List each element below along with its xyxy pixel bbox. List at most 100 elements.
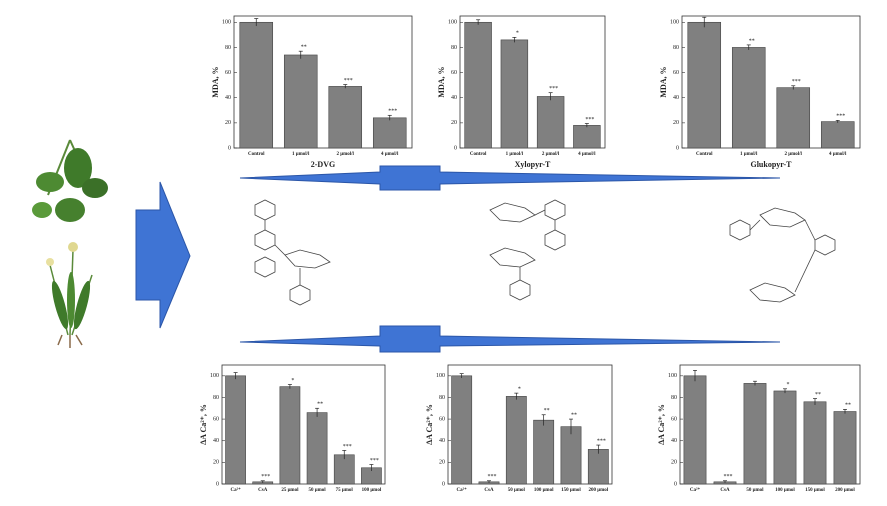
x-tick-label: 4 μmol/l bbox=[381, 152, 399, 157]
bar bbox=[834, 412, 856, 484]
y-tick-label: 40 bbox=[225, 95, 231, 101]
x-tick-label: 50 μmol bbox=[746, 488, 764, 493]
bar bbox=[688, 22, 721, 148]
y-axis-label: MDA, % bbox=[659, 66, 668, 97]
x-tick-label: 25 μmol bbox=[281, 488, 299, 493]
y-tick-label: 60 bbox=[439, 416, 445, 422]
y-tick-label: 40 bbox=[439, 438, 445, 444]
down-arrow bbox=[240, 326, 780, 352]
significance-label: *** bbox=[388, 109, 397, 115]
y-tick-label: 100 bbox=[436, 373, 445, 379]
x-tick-label: Control bbox=[470, 152, 487, 157]
bar bbox=[373, 118, 406, 148]
bar bbox=[226, 376, 246, 484]
significance-label: *** bbox=[585, 117, 594, 123]
plot-frame bbox=[222, 365, 385, 484]
x-tick-label: CsA bbox=[484, 488, 494, 493]
y-tick-label: 80 bbox=[671, 395, 677, 401]
significance-label: *** bbox=[597, 438, 606, 444]
bar bbox=[573, 125, 600, 148]
bar bbox=[334, 455, 354, 484]
x-tick-label: 1 μmol/l bbox=[740, 152, 758, 157]
x-tick-label: 4 μmol/l bbox=[578, 152, 596, 157]
bar bbox=[777, 88, 810, 148]
y-tick-label: 100 bbox=[670, 20, 679, 26]
y-tick-label: 20 bbox=[225, 120, 231, 126]
y-tick-label: 0 bbox=[676, 145, 679, 151]
x-tick-label: 2 μmol/l bbox=[337, 152, 355, 157]
significance-label: *** bbox=[549, 86, 558, 92]
y-axis-label: ΔA Ca²⁺, % bbox=[199, 404, 208, 445]
x-axis-label: 2-DVG bbox=[311, 160, 335, 169]
significance-label: *** bbox=[344, 78, 353, 84]
bar bbox=[588, 449, 608, 484]
y-tick-label: 20 bbox=[439, 460, 445, 466]
y-tick-label: 80 bbox=[439, 395, 445, 401]
significance-label: *** bbox=[488, 474, 497, 480]
y-tick-label: 0 bbox=[228, 145, 231, 151]
x-tick-label: 1 μmol/l bbox=[292, 152, 310, 157]
significance-label: ** bbox=[845, 403, 851, 409]
x-tick-label: 100 μmol bbox=[362, 488, 382, 493]
significance-label: ** bbox=[571, 412, 577, 418]
x-tick-label: 100 μmol bbox=[775, 488, 795, 493]
y-tick-label: 20 bbox=[673, 120, 679, 126]
significance-label: ** bbox=[749, 38, 755, 44]
y-tick-label: 100 bbox=[448, 20, 457, 26]
x-tick-label: 2 μmol/l bbox=[542, 152, 560, 157]
x-tick-label: 200 μmol bbox=[589, 488, 609, 493]
bar bbox=[684, 376, 706, 484]
y-tick-label: 0 bbox=[442, 481, 445, 487]
y-tick-label: 0 bbox=[454, 145, 457, 151]
y-tick-label: 60 bbox=[213, 416, 219, 422]
y-tick-label: 20 bbox=[671, 460, 677, 466]
plot-frame bbox=[680, 365, 860, 484]
y-tick-label: 80 bbox=[451, 45, 457, 51]
bar bbox=[240, 22, 273, 148]
significance-label: ** bbox=[544, 408, 550, 414]
significance-label: *** bbox=[261, 474, 270, 480]
plot-frame bbox=[448, 365, 612, 484]
x-tick-label: 4 μmol/l bbox=[829, 152, 847, 157]
bar bbox=[465, 22, 492, 148]
y-tick-label: 40 bbox=[673, 95, 679, 101]
y-tick-label: 100 bbox=[210, 373, 219, 379]
x-tick-label: 1 μmol/l bbox=[506, 152, 524, 157]
y-axis-label: ΔA Ca²⁺, % bbox=[425, 404, 434, 445]
bar bbox=[744, 383, 766, 484]
significance-label: * bbox=[516, 31, 519, 37]
significance-label: * bbox=[291, 378, 294, 384]
x-axis-label: Glukopyr-T bbox=[750, 160, 792, 169]
bar bbox=[506, 396, 526, 484]
bar bbox=[501, 40, 528, 148]
significance-label: *** bbox=[724, 474, 733, 480]
x-tick-label: 75 μmol bbox=[336, 488, 354, 493]
y-tick-label: 80 bbox=[673, 45, 679, 51]
y-axis-label: MDA, % bbox=[437, 66, 446, 97]
y-tick-label: 60 bbox=[673, 70, 679, 76]
bar bbox=[561, 427, 581, 484]
bar bbox=[534, 420, 554, 484]
y-tick-label: 60 bbox=[671, 416, 677, 422]
x-tick-label: 2 μmol/l bbox=[785, 152, 803, 157]
x-axis-label: Xylopyr-T bbox=[515, 160, 551, 169]
chemical-structures bbox=[255, 200, 835, 305]
x-tick-label: Ca²⁺ bbox=[690, 487, 701, 493]
significance-label: ** bbox=[815, 392, 821, 398]
significance-label: ** bbox=[301, 45, 307, 51]
bar bbox=[452, 376, 472, 484]
bar bbox=[284, 55, 317, 148]
significance-label: ** bbox=[317, 402, 323, 408]
y-tick-label: 80 bbox=[225, 45, 231, 51]
bar bbox=[821, 122, 854, 148]
significance-label: *** bbox=[792, 79, 801, 85]
y-tick-label: 0 bbox=[674, 481, 677, 487]
y-tick-label: 40 bbox=[451, 95, 457, 101]
bar bbox=[537, 96, 564, 148]
up-arrow bbox=[240, 166, 780, 190]
bar bbox=[280, 387, 300, 484]
x-tick-label: Ca²⁺ bbox=[457, 487, 468, 493]
x-tick-label: 50 μmol bbox=[508, 488, 526, 493]
y-tick-label: 80 bbox=[213, 395, 219, 401]
x-tick-label: Control bbox=[248, 152, 265, 157]
